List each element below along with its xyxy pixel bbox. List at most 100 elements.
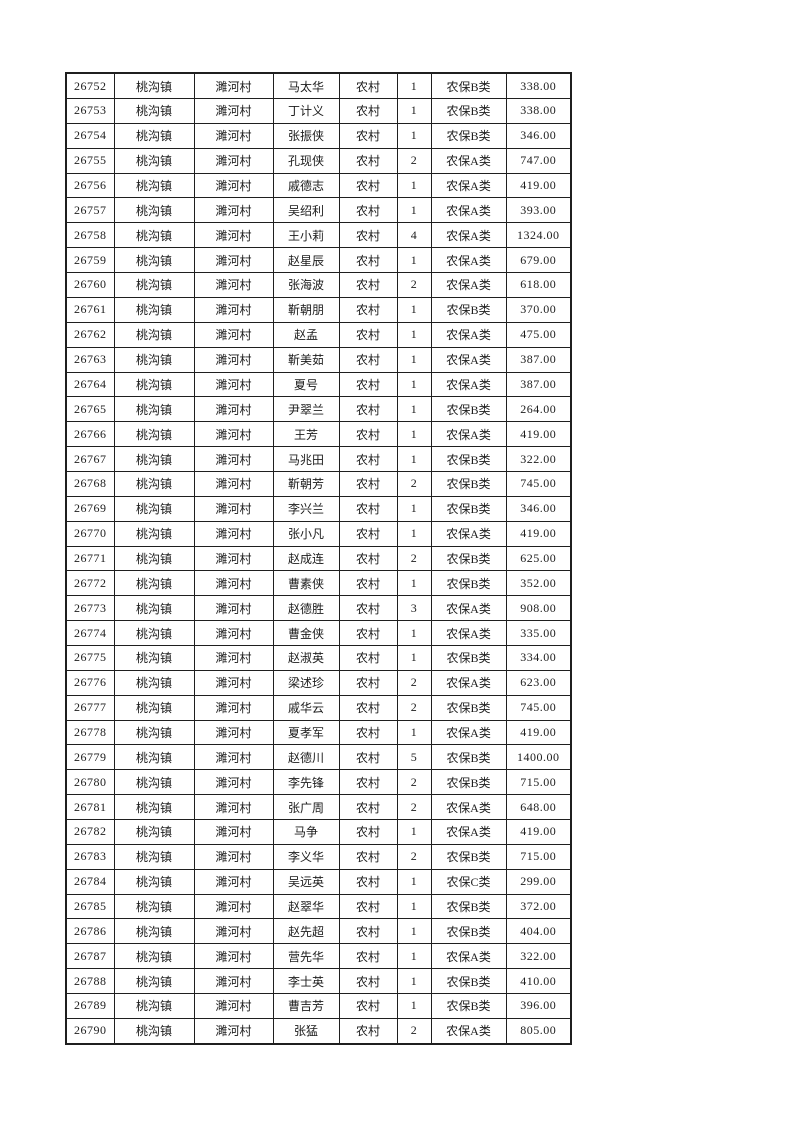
table-cell-residence-type: 农村 bbox=[338, 371, 398, 398]
table-cell-village: 濉河村 bbox=[193, 197, 274, 224]
table-cell-village: 濉河村 bbox=[193, 98, 274, 124]
table-cell-town: 桃沟镇 bbox=[113, 595, 195, 622]
table-cell-village: 濉河村 bbox=[193, 122, 274, 149]
table-cell-amount: 419.00 bbox=[505, 719, 572, 746]
table-cell-village: 濉河村 bbox=[193, 669, 274, 696]
table-cell-town: 桃沟镇 bbox=[113, 893, 195, 920]
table-cell-record-id: 26761 bbox=[65, 296, 115, 323]
table-cell-village: 濉河村 bbox=[193, 968, 274, 994]
table-cell-name: 赵成连 bbox=[272, 545, 340, 572]
table-cell-name: 营先华 bbox=[272, 943, 340, 970]
table-row: 26782 桃沟镇 濉河村 马争 农村 1 农保A类 419.00 bbox=[65, 818, 572, 845]
table-cell-village: 濉河村 bbox=[193, 346, 274, 373]
table-cell-village: 濉河村 bbox=[193, 620, 274, 646]
table-cell-village: 濉河村 bbox=[193, 172, 274, 199]
table-cell-person-count: 1 bbox=[396, 570, 432, 597]
table-cell-residence-type: 农村 bbox=[338, 396, 398, 423]
table-row: 26770 桃沟镇 濉河村 张小凡 农村 1 农保A类 419.00 bbox=[65, 520, 572, 547]
table-cell-person-count: 1 bbox=[396, 520, 432, 547]
table-cell-name: 王小莉 bbox=[272, 222, 340, 249]
table-cell-amount: 387.00 bbox=[505, 346, 572, 373]
table-cell-person-count: 2 bbox=[396, 694, 432, 721]
table-cell-residence-type: 农村 bbox=[338, 918, 398, 945]
residents-insurance-table: 26752 桃沟镇 濉河村 马太华 农村 1 农保B类 338.00 26753 桃沟镇 濉河村 丁计… bbox=[65, 72, 572, 1045]
table-cell-record-id: 26788 bbox=[65, 968, 115, 994]
table-cell-amount: 475.00 bbox=[505, 321, 572, 348]
table-cell-insurance-category: 农保A类 bbox=[430, 943, 507, 970]
table-row: 26777 桃沟镇 濉河村 戚华云 农村 2 农保B类 745.00 bbox=[65, 694, 572, 721]
table-row: 26780 桃沟镇 濉河村 李先锋 农村 2 农保B类 715.00 bbox=[65, 769, 572, 796]
table-cell-name: 马兆田 bbox=[272, 446, 340, 472]
table-cell-record-id: 26785 bbox=[65, 893, 115, 920]
table-cell-record-id: 26753 bbox=[65, 98, 115, 124]
table-cell-insurance-category: 农保A类 bbox=[430, 620, 507, 646]
table-cell-town: 桃沟镇 bbox=[113, 495, 195, 522]
table-cell-village: 濉河村 bbox=[193, 446, 274, 472]
table-cell-name: 靳美茹 bbox=[272, 346, 340, 373]
table-cell-name: 赵先超 bbox=[272, 918, 340, 945]
table-cell-person-count: 5 bbox=[396, 744, 432, 771]
table-cell-record-id: 26772 bbox=[65, 570, 115, 597]
table-cell-town: 桃沟镇 bbox=[113, 843, 195, 870]
table-cell-name: 李兴兰 bbox=[272, 495, 340, 522]
table-cell-village: 濉河村 bbox=[193, 794, 274, 820]
table-row: 26789 桃沟镇 濉河村 曹吉芳 农村 1 农保B类 396.00 bbox=[65, 992, 572, 1019]
table-cell-town: 桃沟镇 bbox=[113, 943, 195, 970]
table-cell-amount: 338.00 bbox=[505, 98, 572, 124]
table-cell-residence-type: 农村 bbox=[338, 570, 398, 597]
table-cell-residence-type: 农村 bbox=[338, 868, 398, 895]
table-cell-person-count: 2 bbox=[396, 843, 432, 870]
table-row: 26788 桃沟镇 濉河村 李士英 农村 1 农保B类 410.00 bbox=[65, 968, 572, 994]
table-cell-name: 吴绍利 bbox=[272, 197, 340, 224]
table-cell-residence-type: 农村 bbox=[338, 992, 398, 1019]
table-cell-village: 濉河村 bbox=[193, 396, 274, 423]
table-cell-record-id: 26789 bbox=[65, 992, 115, 1019]
table-cell-person-count: 1 bbox=[396, 620, 432, 646]
table-cell-residence-type: 农村 bbox=[338, 296, 398, 323]
table-cell-town: 桃沟镇 bbox=[113, 296, 195, 323]
table-cell-residence-type: 农村 bbox=[338, 197, 398, 224]
table-cell-name: 李义华 bbox=[272, 843, 340, 870]
table-cell-amount: 648.00 bbox=[505, 794, 572, 820]
table-cell-amount: 679.00 bbox=[505, 247, 572, 274]
table-cell-insurance-category: 农保B类 bbox=[430, 72, 507, 100]
table-cell-person-count: 2 bbox=[396, 1017, 432, 1045]
table-cell-town: 桃沟镇 bbox=[113, 371, 195, 398]
table-cell-record-id: 26757 bbox=[65, 197, 115, 224]
table-cell-name: 王芳 bbox=[272, 421, 340, 448]
table-cell-amount: 346.00 bbox=[505, 122, 572, 149]
table-cell-person-count: 1 bbox=[396, 968, 432, 994]
table-cell-amount: 715.00 bbox=[505, 843, 572, 870]
table-cell-residence-type: 农村 bbox=[338, 818, 398, 845]
table-cell-residence-type: 农村 bbox=[338, 446, 398, 472]
table-cell-person-count: 1 bbox=[396, 446, 432, 472]
table-cell-town: 桃沟镇 bbox=[113, 719, 195, 746]
table-cell-amount: 623.00 bbox=[505, 669, 572, 696]
table-cell-town: 桃沟镇 bbox=[113, 744, 195, 771]
table-cell-amount: 747.00 bbox=[505, 147, 572, 174]
table-cell-amount: 715.00 bbox=[505, 769, 572, 796]
table-cell-residence-type: 农村 bbox=[338, 346, 398, 373]
table-row: 26765 桃沟镇 濉河村 尹翠兰 农村 1 农保B类 264.00 bbox=[65, 396, 572, 423]
table-cell-record-id: 26771 bbox=[65, 545, 115, 572]
table-cell-insurance-category: 农保B类 bbox=[430, 296, 507, 323]
table-cell-insurance-category: 农保A类 bbox=[430, 222, 507, 249]
table-cell-amount: 346.00 bbox=[505, 495, 572, 522]
table-cell-amount: 745.00 bbox=[505, 694, 572, 721]
table-cell-name: 靳朝芳 bbox=[272, 470, 340, 497]
table-cell-town: 桃沟镇 bbox=[113, 620, 195, 646]
table-cell-town: 桃沟镇 bbox=[113, 321, 195, 348]
table-cell-record-id: 26774 bbox=[65, 620, 115, 646]
table-cell-name: 张振侠 bbox=[272, 122, 340, 149]
table-cell-name: 夏号 bbox=[272, 371, 340, 398]
table-cell-record-id: 26783 bbox=[65, 843, 115, 870]
table-cell-village: 濉河村 bbox=[193, 843, 274, 870]
table-cell-amount: 299.00 bbox=[505, 868, 572, 895]
table-cell-record-id: 26755 bbox=[65, 147, 115, 174]
table-cell-name: 孔现侠 bbox=[272, 147, 340, 174]
table-cell-person-count: 1 bbox=[396, 992, 432, 1019]
table-cell-amount: 372.00 bbox=[505, 893, 572, 920]
table-cell-insurance-category: 农保B类 bbox=[430, 470, 507, 497]
table-cell-person-count: 2 bbox=[396, 769, 432, 796]
table-cell-record-id: 26782 bbox=[65, 818, 115, 845]
